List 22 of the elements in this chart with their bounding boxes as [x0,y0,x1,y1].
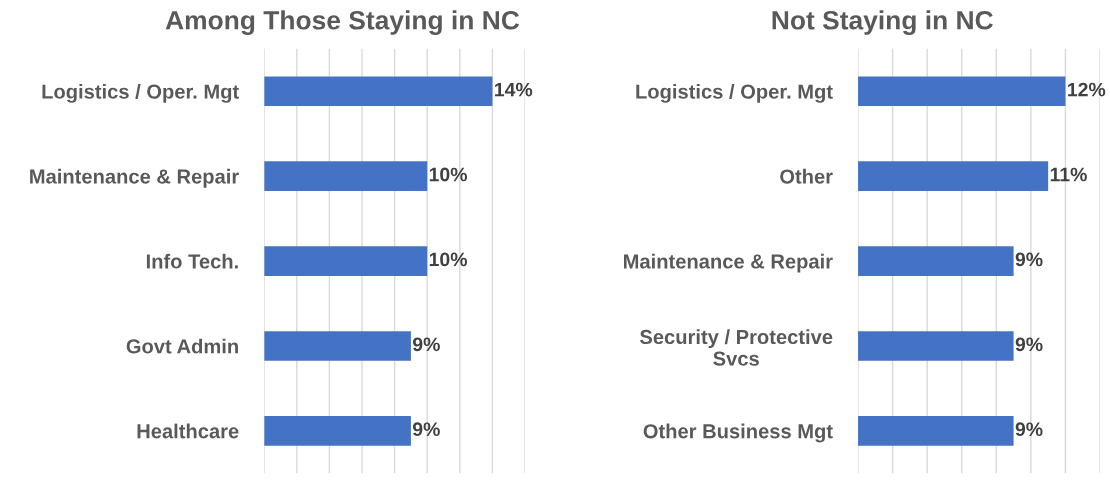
data-label: 10% [429,252,468,267]
data-label: 9% [1015,422,1043,437]
y-tick-label: Info Tech. [146,253,238,269]
y-tick-label: Govt Admin [126,338,238,354]
y-tick-label: Other [780,168,833,184]
y-tick-label: Other Business Mgt [643,423,833,443]
data-label: 9% [1015,337,1043,352]
y-tick-label: Healthcare [137,423,239,439]
y-tick-label: Maintenance & Repair [623,253,833,273]
data-label: 9% [412,337,440,352]
data-label: 9% [1015,252,1043,267]
data-label: 10% [429,167,468,182]
data-label: 11% [1050,167,1087,182]
data-label: 14% [495,82,533,97]
data-label: 12% [1068,82,1106,97]
y-tick-label: Logistics / Oper. Mgt [636,83,833,103]
chart-title: Not Staying in NC [772,10,993,35]
y-tick-label: Security / Protective Svcs [639,329,833,366]
y-tick-label: Logistics / Oper. Mgt [42,83,239,103]
data-label: 9% [412,422,440,437]
y-tick-label: Maintenance & Repair [30,168,239,188]
chart-title: Among Those Staying in NC [165,10,520,35]
